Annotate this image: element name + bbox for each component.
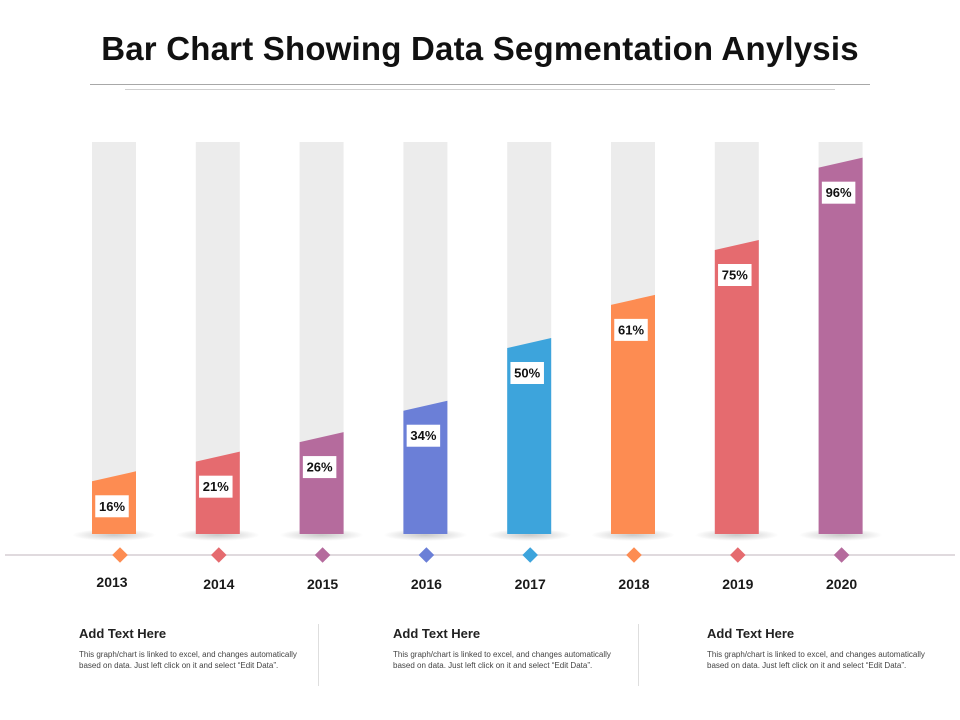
- footer-block-3: Add Text Here This graph/chart is linked…: [707, 626, 947, 671]
- data-label-box: [199, 475, 233, 498]
- timeline-marker: [833, 547, 850, 563]
- timeline-marker: [730, 547, 746, 563]
- data-label: 34%: [410, 428, 436, 443]
- timeline-marker: [626, 547, 642, 563]
- data-label: 75%: [722, 268, 748, 283]
- data-label: 16%: [99, 499, 125, 514]
- bar: [714, 240, 759, 534]
- title-underline-secondary: [125, 89, 835, 90]
- data-label-box: [406, 424, 441, 447]
- data-label: 26%: [307, 460, 333, 475]
- year-label: 2015: [307, 576, 338, 592]
- timeline-marker: [112, 547, 128, 563]
- footer-text: This graph/chart is linked to excel, and…: [393, 650, 611, 670]
- timeline-marker: [522, 547, 538, 563]
- bar-chart: 16% 2013 21% 2014 26% 2015 34% 2016 50% 2017 61% 20…: [5, 142, 955, 592]
- bar-track: [92, 142, 136, 534]
- data-label-box: [510, 362, 544, 384]
- data-label-box: [718, 264, 752, 286]
- bar: [507, 338, 552, 534]
- data-label-box: [614, 318, 648, 341]
- bar: [818, 157, 863, 534]
- footer-heading: Add Text Here: [707, 626, 795, 641]
- timeline-marker: [211, 547, 227, 563]
- bar: [299, 432, 344, 534]
- timeline-marker: [418, 547, 435, 563]
- footer-heading: Add Text Here: [79, 626, 167, 641]
- footer-block-2: Add Text Here This graph/chart is linked…: [393, 626, 633, 671]
- year-label: 2018: [618, 576, 649, 592]
- page-title: Bar Chart Showing Data Segmentation Anyl…: [101, 30, 859, 67]
- title-underline: [90, 84, 870, 85]
- year-label: 2016: [411, 576, 442, 592]
- data-label-box: [302, 456, 337, 479]
- timeline-marker: [314, 547, 331, 563]
- footer-divider: [638, 624, 639, 686]
- footer-text: This graph/chart is linked to excel, and…: [707, 650, 925, 670]
- bar: [611, 294, 655, 534]
- footer-block-1: Add Text Here This graph/chart is linked…: [79, 626, 319, 671]
- data-label-box: [95, 495, 129, 518]
- year-label: 2020: [826, 576, 857, 592]
- data-label: 50%: [514, 366, 540, 381]
- footer-divider: [318, 624, 319, 686]
- year-label: 2014: [203, 576, 234, 592]
- year-label: 2017: [515, 576, 546, 592]
- data-label: 21%: [203, 479, 229, 494]
- data-label: 96%: [826, 185, 852, 200]
- year-label: 2013: [96, 574, 127, 590]
- footer-text: This graph/chart is linked to excel, and…: [79, 650, 297, 670]
- footer-heading: Add Text Here: [393, 626, 481, 641]
- data-label: 61%: [618, 322, 644, 337]
- bar: [403, 400, 448, 534]
- data-label-box: [821, 181, 856, 204]
- year-label: 2019: [722, 576, 753, 592]
